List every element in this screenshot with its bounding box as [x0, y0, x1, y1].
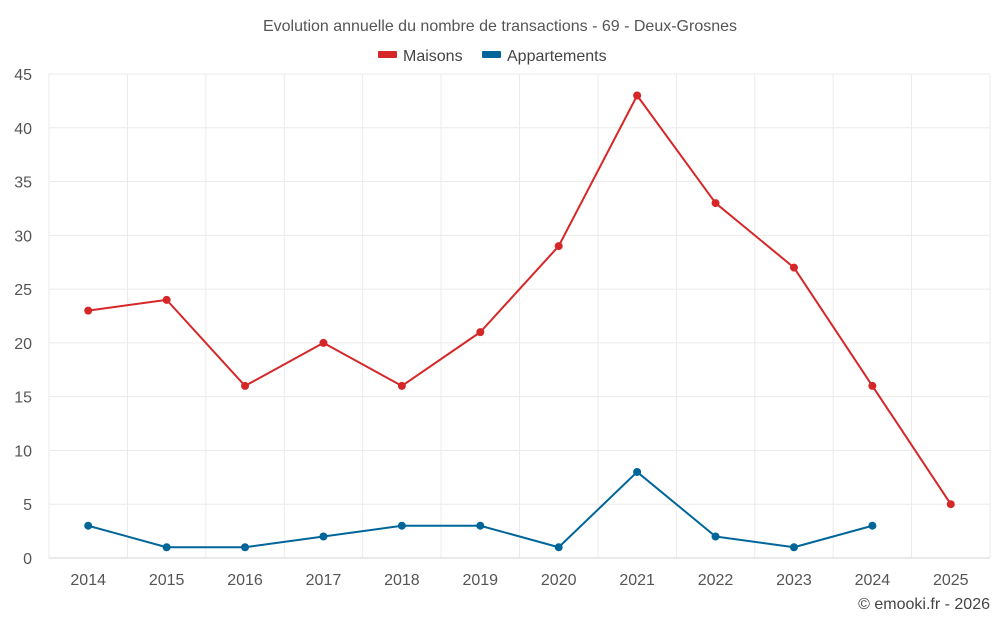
- x-tick-label-2018: 2018: [384, 572, 420, 589]
- data-point-maisons-2022[interactable]: [711, 199, 720, 208]
- y-tick-label-40: 40: [14, 121, 32, 138]
- data-point-maisons-2025[interactable]: [946, 500, 955, 509]
- data-point-maisons-2016[interactable]: [241, 381, 250, 390]
- y-tick-label-15: 15: [14, 390, 32, 407]
- grid: [48, 73, 991, 558]
- legend-label-appartements: Appartements: [507, 48, 607, 65]
- data-point-appartements-2022[interactable]: [711, 532, 720, 541]
- y-tick-label-30: 30: [14, 228, 32, 245]
- data-point-maisons-2018[interactable]: [397, 381, 406, 390]
- x-tick-label-2024: 2024: [855, 572, 891, 589]
- data-point-maisons-2021[interactable]: [633, 91, 642, 100]
- data-point-appartements-2017[interactable]: [319, 532, 328, 541]
- y-tick-label-0: 0: [23, 551, 32, 568]
- y-tick-label-45: 45: [14, 67, 32, 84]
- x-tick-label-2021: 2021: [619, 572, 655, 589]
- data-point-appartements-2016[interactable]: [241, 543, 250, 552]
- data-point-maisons-2017[interactable]: [319, 338, 328, 347]
- data-point-maisons-2019[interactable]: [476, 328, 485, 337]
- data-point-maisons-2024[interactable]: [868, 381, 877, 390]
- chart-title: Evolution annuelle du nombre de transact…: [263, 18, 737, 35]
- x-tick-label-2014: 2014: [70, 572, 106, 589]
- data-point-appartements-2021[interactable]: [633, 467, 642, 476]
- legend-item-appartements[interactable]: Appartements: [482, 48, 607, 65]
- y-tick-label-20: 20: [14, 336, 32, 353]
- data-point-maisons-2015[interactable]: [162, 295, 171, 304]
- legend: Maisons Appartements: [378, 48, 607, 65]
- x-tick-label-2016: 2016: [227, 572, 263, 589]
- x-tick-label-2022: 2022: [698, 572, 734, 589]
- legend-swatch-appartements: [482, 51, 501, 58]
- data-point-appartements-2020[interactable]: [554, 543, 563, 552]
- y-tick-label-10: 10: [14, 443, 32, 460]
- data-point-maisons-2023[interactable]: [789, 263, 798, 272]
- series: [84, 91, 955, 552]
- y-tick-label-5: 5: [23, 497, 32, 514]
- data-point-appartements-2018[interactable]: [397, 521, 406, 530]
- data-point-appartements-2019[interactable]: [476, 521, 485, 530]
- data-point-maisons-2020[interactable]: [554, 242, 563, 251]
- y-tick-label-25: 25: [14, 282, 32, 299]
- legend-label-maisons: Maisons: [403, 48, 463, 65]
- x-tick-label-2017: 2017: [306, 572, 342, 589]
- x-tick-label-2015: 2015: [149, 572, 185, 589]
- x-tick-label-2019: 2019: [462, 572, 498, 589]
- series-line-maisons: [88, 94, 952, 505]
- data-point-appartements-2023[interactable]: [789, 543, 798, 552]
- data-point-maisons-2014[interactable]: [84, 306, 93, 315]
- data-point-appartements-2024[interactable]: [868, 521, 877, 530]
- data-point-appartements-2015[interactable]: [162, 543, 171, 552]
- credit-text: © emooki.fr - 2026: [858, 596, 990, 613]
- data-point-appartements-2014[interactable]: [84, 521, 93, 530]
- y-tick-label-35: 35: [14, 175, 32, 192]
- legend-item-maisons[interactable]: Maisons: [378, 48, 463, 65]
- x-tick-label-2023: 2023: [776, 572, 812, 589]
- x-tick-label-2020: 2020: [541, 572, 577, 589]
- legend-swatch-maisons: [378, 51, 397, 58]
- x-tick-label-2025: 2025: [933, 572, 969, 589]
